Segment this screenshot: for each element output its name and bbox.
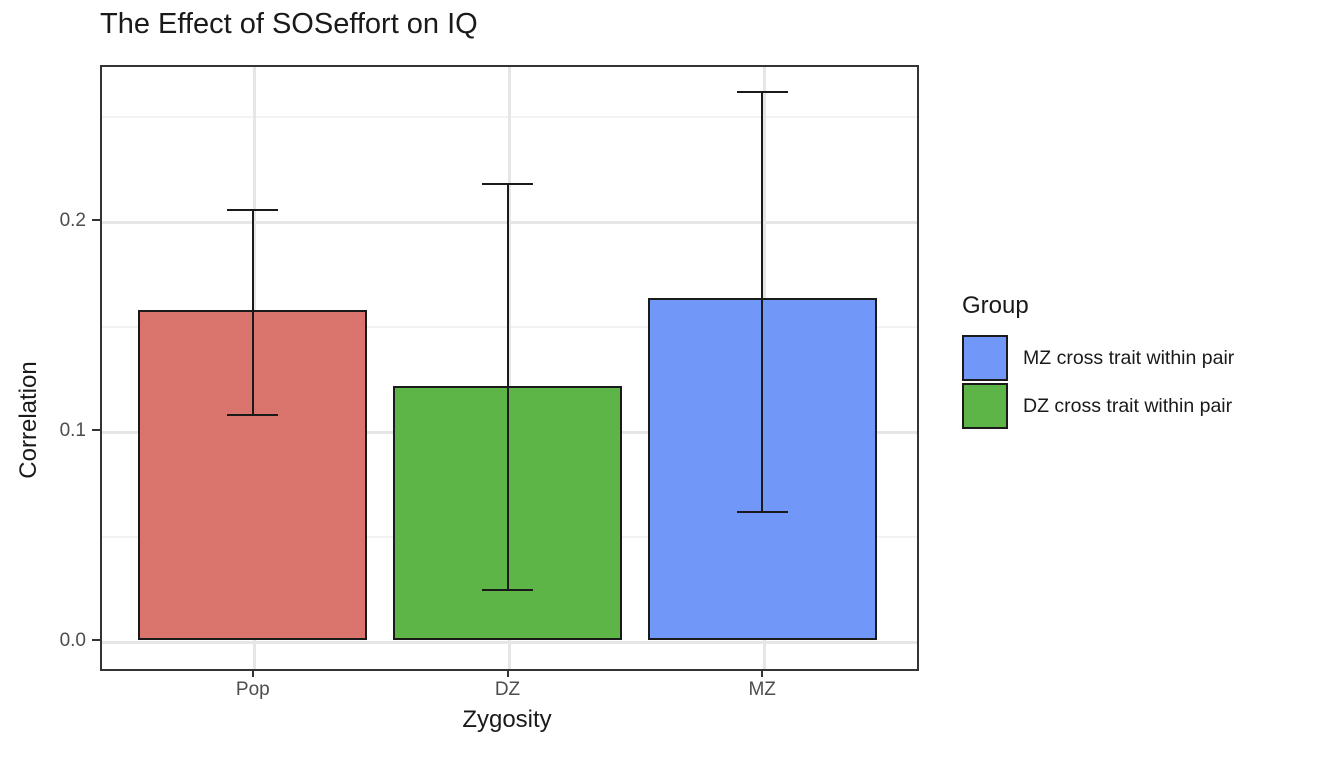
gridline-major-x-dz [508, 67, 511, 669]
x-tick-label-pop: Pop [235, 679, 270, 700]
chart-title: The Effect of SOSeffort on IQ [100, 8, 478, 40]
x-axis-title: Zygosity [462, 706, 552, 733]
y-tick-label: 0.0 [59, 629, 86, 651]
y-axis-title: Correlation [15, 361, 42, 479]
y-tick-mark [92, 429, 100, 431]
plot-panel [100, 65, 919, 671]
y-tick-mark [92, 219, 100, 221]
legend-label-mz: MZ cross trait within pair [1023, 346, 1235, 369]
legend-entry-mz: MZ cross trait within pair [962, 335, 1234, 381]
y-tick-mark [92, 639, 100, 641]
legend-swatch-mz [962, 335, 1008, 381]
gridline-major-x-mz [762, 67, 766, 669]
legend: Group MZ cross trait within pair DZ cros… [962, 292, 1234, 429]
legend-label-dz: DZ cross trait within pair [1023, 394, 1233, 417]
legend-entry-dz: DZ cross trait within pair [962, 383, 1234, 429]
legend-title: Group [962, 292, 1029, 319]
x-tick-label-dz: DZ [494, 679, 521, 700]
x-tick-label-mz: MZ [748, 679, 776, 700]
legend-swatch-dz [962, 383, 1008, 429]
gridline-major-x-pop [253, 67, 257, 669]
y-tick-label: 0.2 [59, 209, 86, 231]
